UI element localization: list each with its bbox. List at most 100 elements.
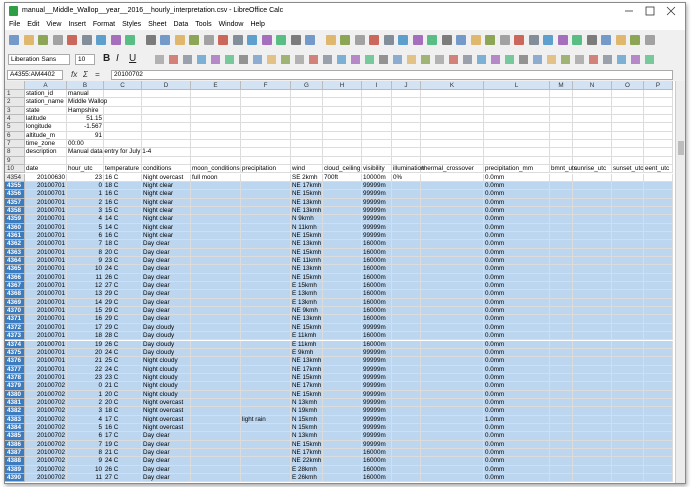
cell[interactable]: [362, 131, 392, 141]
cell[interactable]: Day cloudy: [142, 323, 191, 333]
cell[interactable]: 0.0mm: [484, 474, 550, 483]
cell[interactable]: 99999m: [362, 215, 392, 224]
column-header[interactable]: H: [323, 81, 362, 90]
toolbar-button[interactable]: [276, 35, 286, 45]
cell[interactable]: [644, 432, 673, 441]
cell[interactable]: [644, 115, 673, 124]
cell[interactable]: 20100702: [25, 390, 67, 399]
cell[interactable]: Night overcast: [142, 407, 191, 416]
cell[interactable]: [421, 373, 484, 383]
cell[interactable]: 20100701: [25, 273, 67, 283]
cell[interactable]: [573, 365, 612, 374]
row-header[interactable]: 4376: [5, 357, 25, 366]
toolbar-button[interactable]: [601, 35, 611, 45]
cell[interactable]: [573, 424, 612, 433]
cell[interactable]: [241, 98, 291, 107]
cell[interactable]: [573, 131, 612, 141]
cell[interactable]: [25, 156, 67, 166]
cell[interactable]: NE 15kmh: [291, 273, 323, 283]
cell[interactable]: Day clear: [142, 248, 191, 257]
cell[interactable]: 26 C: [104, 340, 142, 349]
cell[interactable]: [392, 248, 421, 257]
cell[interactable]: [573, 348, 612, 358]
cell[interactable]: [362, 106, 392, 116]
cell[interactable]: [392, 315, 421, 324]
column-header[interactable]: I: [362, 81, 392, 90]
cell[interactable]: 16000m: [362, 265, 392, 274]
toolbar-button[interactable]: [189, 35, 199, 45]
cell[interactable]: Night overcast: [142, 415, 191, 424]
column-header[interactable]: K: [421, 81, 484, 90]
cell[interactable]: [612, 340, 644, 349]
cell[interactable]: [550, 148, 573, 157]
cell[interactable]: [573, 215, 612, 224]
cell[interactable]: 20100701: [25, 231, 67, 241]
toolbar-button[interactable]: [398, 35, 408, 45]
cell[interactable]: 99999m: [362, 373, 392, 383]
cell[interactable]: 0.0mm: [484, 290, 550, 299]
cell[interactable]: full moon: [191, 173, 241, 182]
cell[interactable]: [191, 273, 241, 283]
row-header[interactable]: 4361: [5, 231, 25, 241]
cell[interactable]: [550, 474, 573, 483]
cell[interactable]: N 13kmh: [291, 432, 323, 441]
cell[interactable]: 20100702: [25, 415, 67, 424]
cell[interactable]: [241, 215, 291, 224]
cell[interactable]: [612, 365, 644, 374]
cell[interactable]: [421, 265, 484, 274]
cell[interactable]: [644, 348, 673, 358]
cell[interactable]: 99999m: [362, 382, 392, 391]
toolbar-button[interactable]: [351, 55, 360, 64]
cell[interactable]: [241, 474, 291, 483]
cell[interactable]: [573, 115, 612, 124]
row-header[interactable]: 4390: [5, 474, 25, 483]
cell[interactable]: 20100630: [25, 173, 67, 182]
cell[interactable]: 0.0mm: [484, 440, 550, 450]
cell[interactable]: Night overcast: [142, 424, 191, 433]
cell[interactable]: [644, 198, 673, 207]
cell[interactable]: 700ft: [323, 173, 362, 182]
cell[interactable]: [323, 373, 362, 383]
toolbar-button[interactable]: [572, 35, 582, 45]
cell[interactable]: [421, 357, 484, 366]
cell[interactable]: 20100701: [25, 348, 67, 358]
cell[interactable]: [362, 123, 392, 132]
cell[interactable]: 26 C: [104, 465, 142, 475]
cell[interactable]: 20100701: [25, 298, 67, 308]
font-size-box[interactable]: 10: [75, 54, 95, 65]
toolbar-button[interactable]: [441, 35, 452, 45]
cell[interactable]: [191, 248, 241, 257]
toolbar-button[interactable]: [644, 35, 655, 45]
cell[interactable]: [484, 123, 550, 132]
cell[interactable]: [104, 156, 142, 166]
cell[interactable]: [550, 131, 573, 141]
toolbar-button[interactable]: [160, 35, 170, 45]
cell[interactable]: [421, 457, 484, 466]
menu-item[interactable]: Tools: [195, 21, 212, 28]
cell[interactable]: [191, 198, 241, 207]
cell[interactable]: 3: [67, 407, 104, 416]
toolbar-button[interactable]: [125, 35, 135, 45]
cell[interactable]: [421, 398, 484, 408]
cell[interactable]: 29 C: [104, 315, 142, 324]
toolbar-button[interactable]: [383, 35, 394, 45]
cell[interactable]: [612, 148, 644, 157]
cell[interactable]: NE 15kmh: [291, 190, 323, 199]
cell[interactable]: [323, 315, 362, 324]
cell[interactable]: 0.0mm: [484, 357, 550, 366]
cell[interactable]: [291, 140, 323, 149]
cell[interactable]: [241, 173, 291, 182]
cell[interactable]: [104, 115, 142, 124]
cell[interactable]: 99999m: [362, 323, 392, 333]
cell[interactable]: [241, 449, 291, 458]
cell[interactable]: [484, 98, 550, 107]
cell[interactable]: 16000m: [362, 273, 392, 283]
cell[interactable]: NE 13kmh: [291, 206, 323, 216]
cell[interactable]: -1.567: [67, 123, 104, 132]
cell[interactable]: 24 C: [104, 348, 142, 358]
cell[interactable]: [191, 323, 241, 333]
cell[interactable]: 20100701: [25, 198, 67, 207]
cell[interactable]: [644, 440, 673, 450]
cell[interactable]: 16000m: [362, 282, 392, 291]
cell[interactable]: [550, 348, 573, 358]
